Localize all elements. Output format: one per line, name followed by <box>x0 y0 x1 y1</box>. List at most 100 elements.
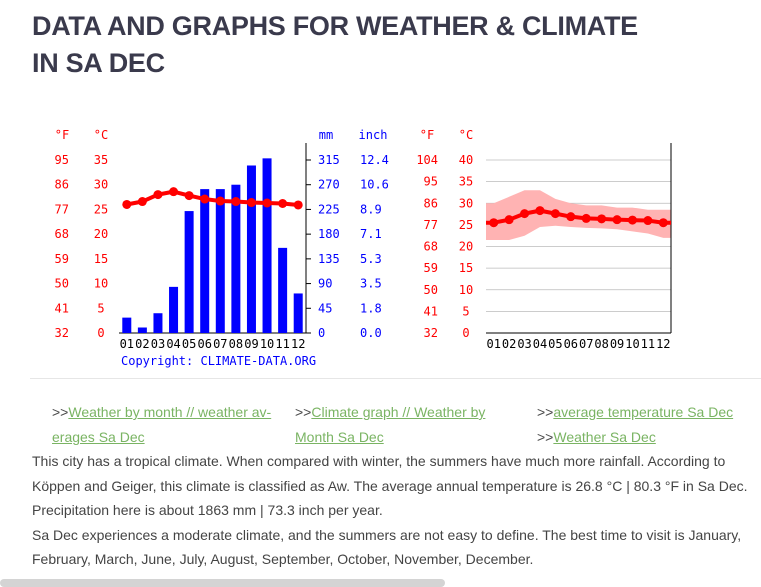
climate-description: This city has a tropical climate. When c… <box>32 449 754 572</box>
y-tick-label-f: 41 <box>424 304 438 318</box>
y-tick-label-f: 77 <box>55 202 69 216</box>
unit-fahrenheit: °F <box>420 128 434 142</box>
temperature-point <box>169 187 179 197</box>
y-tick-label-f: 50 <box>55 277 69 291</box>
x-tick-label: 09 <box>244 337 258 351</box>
y-tick-label-inch: 8.9 <box>360 202 382 216</box>
x-tick-label: 10 <box>260 337 274 351</box>
y-tick-label-mm: 225 <box>318 202 340 216</box>
x-tick-label: 07 <box>579 337 593 351</box>
x-tick-label: 04 <box>166 337 180 351</box>
x-tick-label: 06 <box>564 337 578 351</box>
link-col-2: >>Climate graph // Weather by Month Sa De… <box>295 400 485 450</box>
x-tick-label: 05 <box>548 337 562 351</box>
precipitation-bar <box>200 189 210 333</box>
temperature-point <box>153 190 163 200</box>
x-tick-label: 05 <box>182 337 196 351</box>
y-tick-label-mm: 0 <box>318 326 325 340</box>
y-tick-label-f: 86 <box>424 196 438 210</box>
y-tick-label-mm: 270 <box>318 178 340 192</box>
y-tick-label-c: 5 <box>97 301 104 315</box>
mean-temperature-point <box>489 218 499 228</box>
unit-mm: mm <box>319 128 333 142</box>
climate-graph-link-text-2: Month Sa Dec <box>295 429 384 445</box>
average-temperature-link[interactable]: average temperature Sa Dec <box>553 404 734 420</box>
x-tick-label: 02 <box>135 337 149 351</box>
y-tick-label-c: 0 <box>462 326 469 340</box>
precipitation-bar <box>231 184 241 333</box>
climate-graph-link-text-1: Climate graph // Weather by <box>311 404 486 420</box>
x-tick-label: 03 <box>517 337 531 351</box>
temperature-point <box>200 194 210 204</box>
x-tick-label: 01 <box>120 337 134 351</box>
y-tick-label-c: 5 <box>462 304 469 318</box>
y-tick-label-inch: 0.0 <box>360 326 382 340</box>
y-tick-label-mm: 315 <box>318 153 340 167</box>
y-tick-label-c: 10 <box>94 277 108 291</box>
description-paragraph-2: Sa Dec experiences a moderate climate, a… <box>32 526 742 568</box>
precipitation-bar <box>215 189 225 333</box>
y-tick-label-c: 35 <box>459 175 473 189</box>
temperature-point <box>215 196 225 206</box>
y-tick-label-f: 41 <box>55 301 69 315</box>
weather-by-month-link[interactable]: Weather by month // weather av-erages Sa… <box>52 404 271 445</box>
temperature-point <box>246 198 256 208</box>
x-tick-label: 03 <box>151 337 165 351</box>
precipitation-bar <box>137 327 147 333</box>
y-tick-label-f: 77 <box>424 218 438 232</box>
link-col-1: >>Weather by month // weather av-erages … <box>52 400 271 450</box>
page-title-line2: IN SA DEC <box>32 48 165 78</box>
y-tick-label-mm: 180 <box>318 227 340 241</box>
link-prefix: >> <box>537 429 554 445</box>
y-tick-label-f: 68 <box>424 240 438 254</box>
x-tick-label: 12 <box>656 337 670 351</box>
precipitation-bar <box>153 313 163 333</box>
x-tick-label: 08 <box>594 337 608 351</box>
y-tick-label-mm: 45 <box>318 301 332 315</box>
y-tick-label-f: 95 <box>55 153 69 167</box>
x-tick-label: 04 <box>533 337 547 351</box>
y-tick-label-c: 10 <box>459 283 473 297</box>
mean-temperature-point <box>504 215 514 225</box>
y-tick-label-f: 32 <box>55 326 69 340</box>
mean-temperature-point <box>581 213 591 223</box>
precipitation-bar <box>278 247 288 333</box>
y-tick-label-f: 95 <box>424 175 438 189</box>
y-tick-label-c: 30 <box>459 196 473 210</box>
y-tick-label-c: 25 <box>94 202 108 216</box>
mean-temperature-point <box>550 209 560 219</box>
temperature-point <box>137 197 147 207</box>
description-paragraph-1: This city has a tropical climate. When c… <box>32 453 748 518</box>
weather-link[interactable]: Weather Sa Dec <box>553 429 656 445</box>
unit-inch: inch <box>359 128 388 142</box>
mean-temperature-point <box>520 209 530 219</box>
x-tick-label: 08 <box>229 337 243 351</box>
precipitation-bar <box>246 165 256 333</box>
climate-graph-link[interactable]: Climate graph // Weather by Month Sa Dec <box>295 404 485 445</box>
link-prefix: >> <box>52 404 69 420</box>
y-tick-label-f: 59 <box>424 261 438 275</box>
x-tick-label: 07 <box>213 337 227 351</box>
y-tick-label-c: 40 <box>459 153 473 167</box>
horizontal-scrollbar[interactable] <box>0 579 445 587</box>
y-tick-label-f: 32 <box>424 326 438 340</box>
y-tick-label-inch: 12.4 <box>360 153 389 167</box>
x-tick-label: 11 <box>275 337 289 351</box>
y-tick-label-inch: 5.3 <box>360 252 382 266</box>
mean-temperature-point <box>597 214 607 224</box>
y-tick-label-c: 25 <box>459 218 473 232</box>
temperature-point <box>122 199 132 209</box>
precipitation-bar <box>122 317 132 333</box>
temperature-point <box>278 198 288 208</box>
y-tick-label-c: 20 <box>94 227 108 241</box>
y-tick-label-mm: 135 <box>318 252 340 266</box>
weather-by-month-link-text-2: erages Sa Dec <box>52 429 145 445</box>
climate-chart: °F °C mm inch 95 35 315 12.4 86 30 270 10.6 77 25 225 8… <box>55 128 389 368</box>
unit-celsius: °C <box>94 128 108 142</box>
link-col-3: >>average temperature Sa Dec >>Weather S… <box>537 400 733 450</box>
y-tick-label-c: 35 <box>94 153 108 167</box>
page-title-line1: DATA AND GRAPHS FOR WEATHER & CLIMATE <box>32 11 638 41</box>
temperature-point <box>231 197 241 207</box>
precipitation-bar <box>293 293 303 333</box>
y-tick-label-f: 86 <box>55 178 69 192</box>
